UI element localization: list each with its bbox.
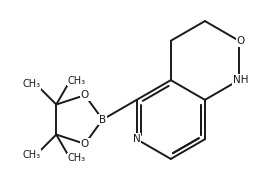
Text: CH₃: CH₃: [23, 79, 41, 89]
Text: O: O: [81, 90, 89, 100]
Text: CH₃: CH₃: [23, 150, 41, 160]
Text: CH₃: CH₃: [67, 76, 85, 86]
Text: CH₃: CH₃: [67, 153, 85, 163]
Text: B: B: [99, 114, 106, 125]
Text: O: O: [237, 36, 245, 46]
Text: NH: NH: [233, 75, 249, 85]
Text: O: O: [81, 139, 89, 149]
Text: N: N: [133, 134, 141, 144]
